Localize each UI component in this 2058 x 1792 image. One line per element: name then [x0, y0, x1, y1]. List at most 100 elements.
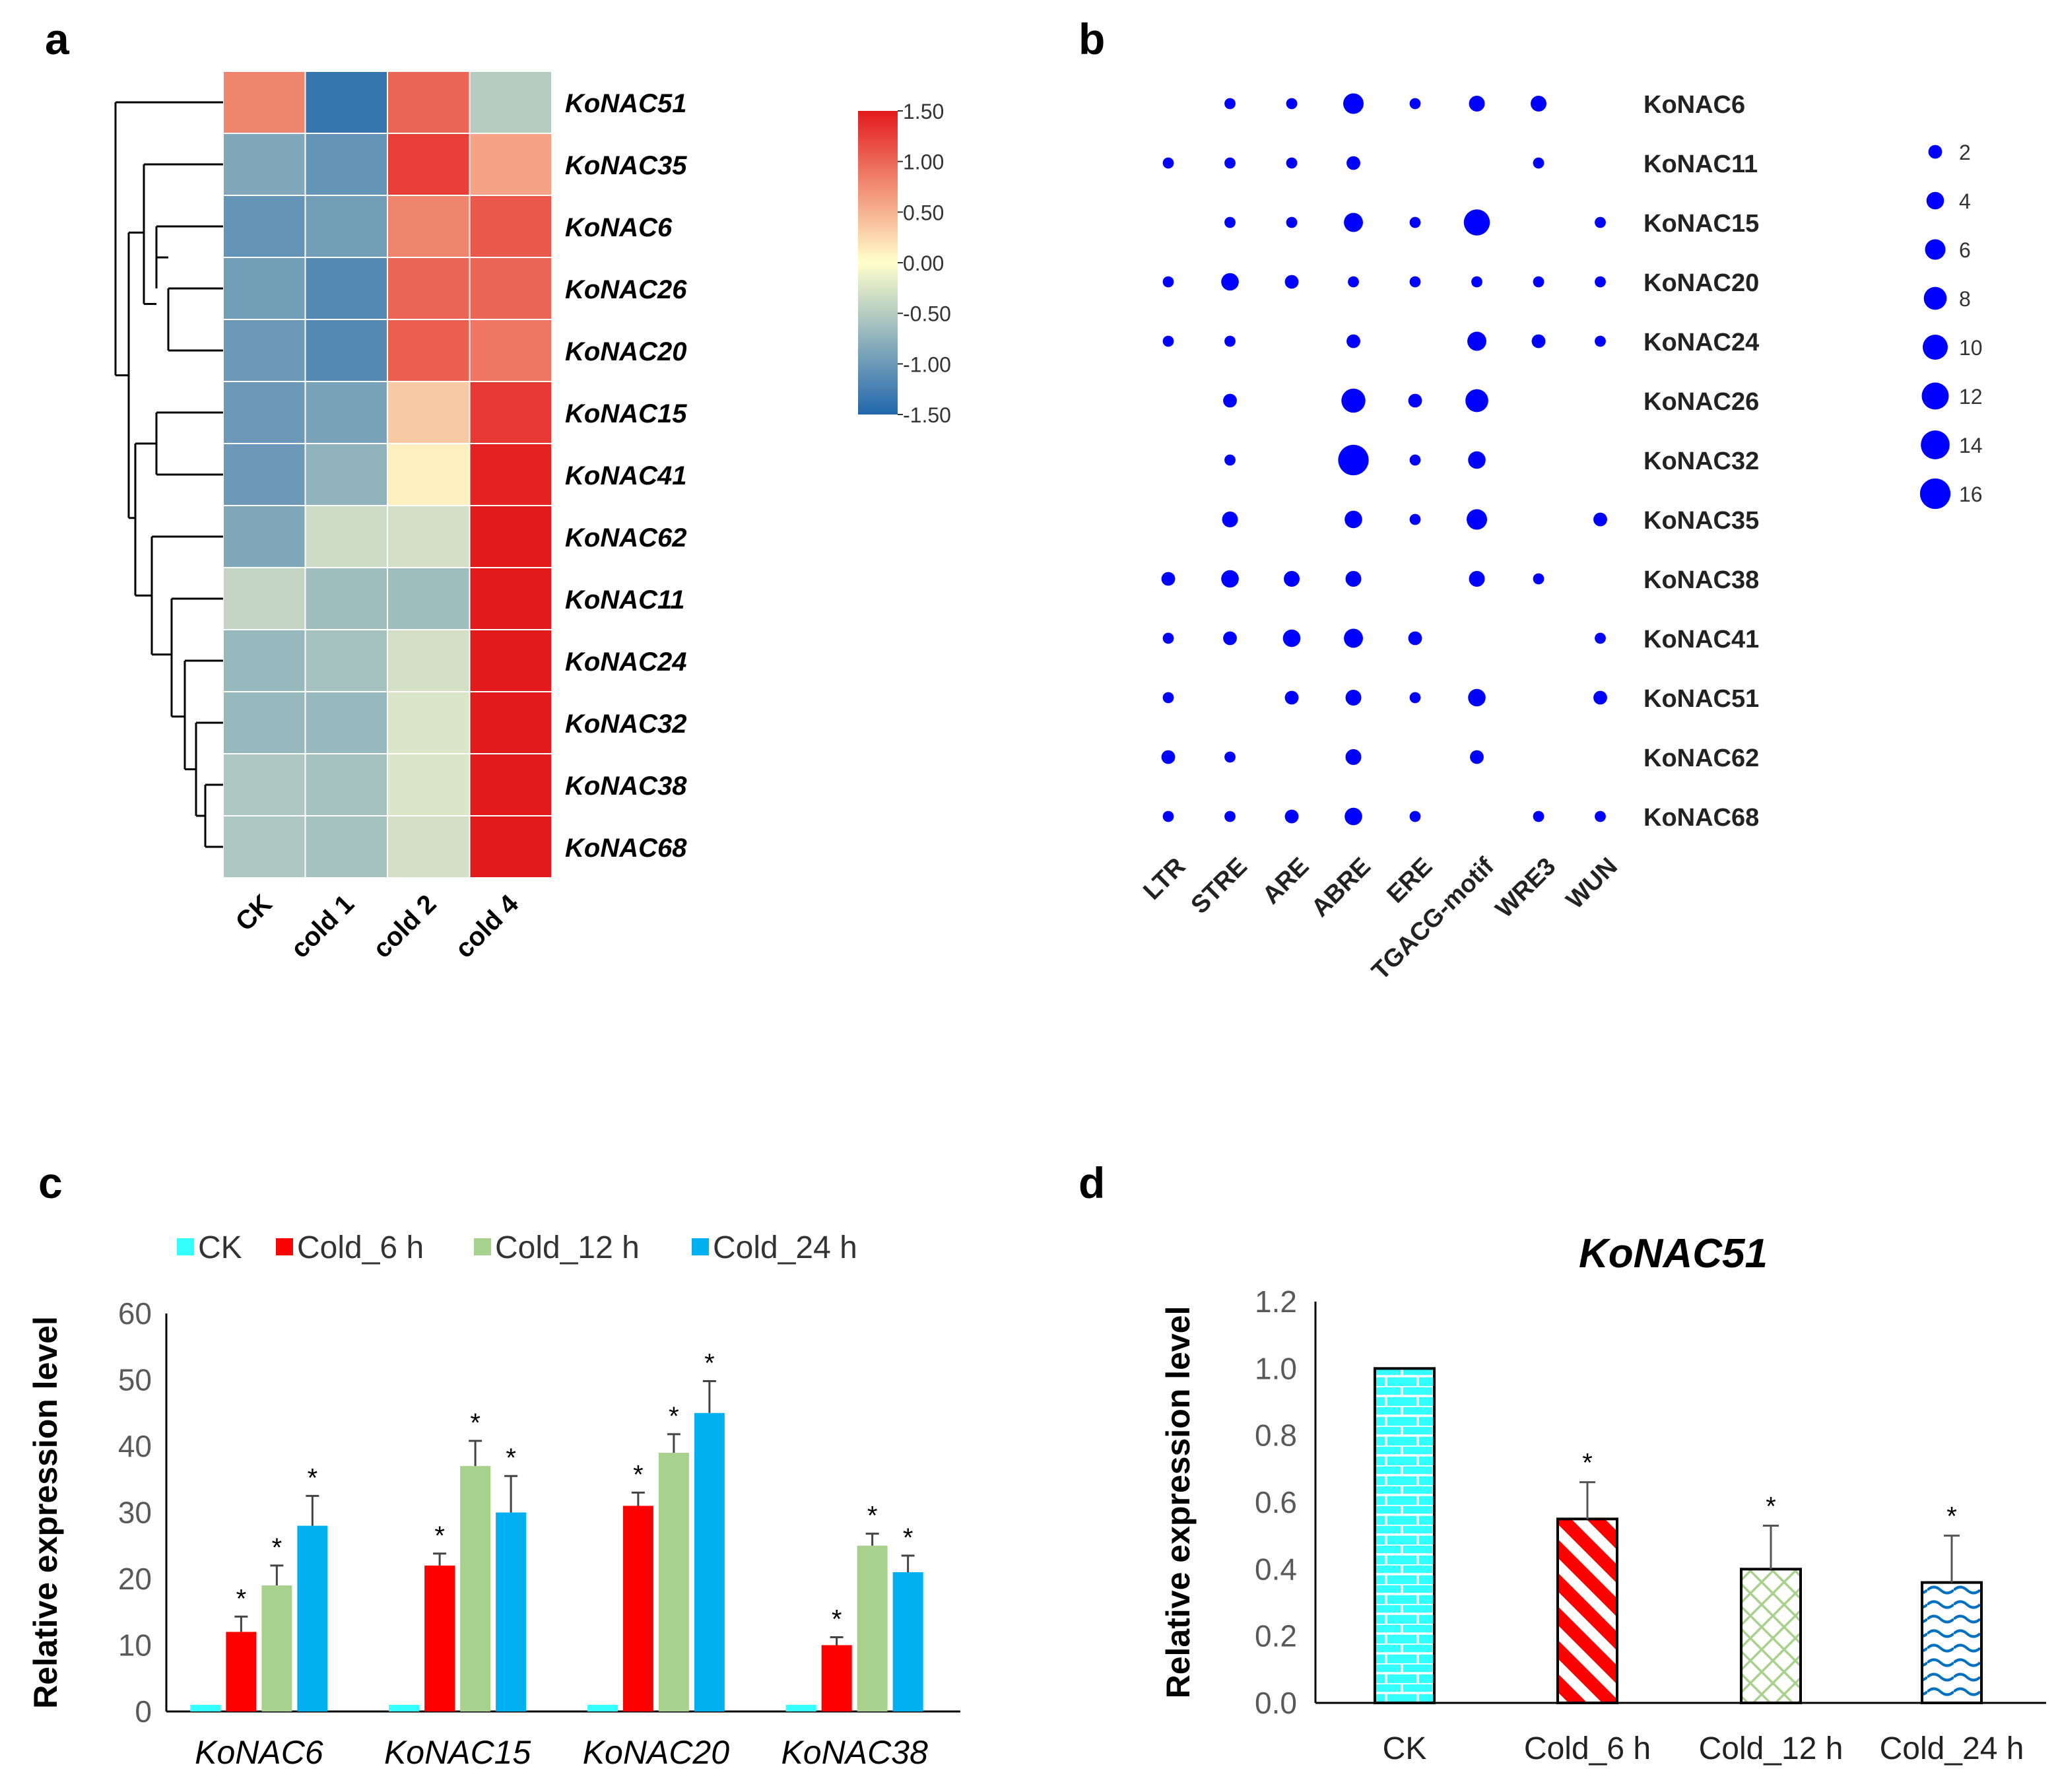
- bubble-konac24-tgacg-motif: [1467, 331, 1486, 351]
- bubble-konac38-wre3: [1533, 573, 1544, 585]
- bubble-konac68-are: [1284, 809, 1299, 824]
- bubble-konac41-ltr: [1162, 632, 1174, 644]
- x-tick-label-cold-12-h: Cold_12 h: [1699, 1731, 1843, 1766]
- legend-bubble-14: [1921, 430, 1950, 459]
- row-label-konac26: KoNAC26: [1643, 388, 1759, 416]
- bubble-konac6-are: [1286, 98, 1298, 110]
- y-tick-label-40: 40: [118, 1429, 152, 1463]
- legend-label-8: 8: [1959, 287, 1971, 311]
- row-label-konac6: KoNAC6: [565, 213, 673, 242]
- bubble-konac20-ltr: [1162, 276, 1174, 288]
- row-label-konac24: KoNAC24: [1643, 329, 1759, 356]
- colorbar-tick-label-6: -1.50: [903, 403, 951, 427]
- panel-d-bar-chart: 0.0 0.2 0.4 0.6 0.8 1.0 1.2 Relative expression…: [1160, 1231, 2046, 1766]
- bubble-konac62-stre: [1224, 751, 1236, 763]
- row-label-konac15: KoNAC15: [1643, 210, 1759, 238]
- row-label-konac51: KoNAC51: [565, 89, 686, 118]
- bar-cold-6-h: [1556, 1517, 1618, 1704]
- bubble-konac62-ltr: [1161, 750, 1176, 764]
- error-bar-konac6-cold-6-h: [234, 1615, 248, 1632]
- bar-konac38-ck: [785, 1704, 816, 1711]
- bubble-konac38-tgacg-motif: [1469, 571, 1485, 587]
- heatmap-cell-konac32-ck: [222, 691, 306, 754]
- row-label-konac26: KoNAC26: [565, 275, 687, 304]
- x-tick-label-konac15: KoNAC15: [384, 1734, 531, 1771]
- sig-marker-konac38-cold-24-h: *: [903, 1523, 913, 1552]
- x-tick-label-konac6: KoNAC6: [195, 1734, 323, 1771]
- colorbar: [858, 111, 898, 415]
- bubble-konac38-are: [1284, 571, 1300, 587]
- colorbar-tick-label-4: -0.50: [903, 302, 951, 326]
- y-tick-label-0-4: 0.4: [1255, 1552, 1297, 1586]
- error-bar-konac15-cold-6-h: [433, 1552, 447, 1566]
- bubble-konac35-abre: [1344, 510, 1362, 529]
- legend-swatch-cold-24-h: [692, 1238, 709, 1255]
- bubble-konac26-tgacg-motif: [1465, 389, 1488, 413]
- bubble-konac6-abre: [1343, 93, 1364, 114]
- bubble-konac24-wre3: [1531, 334, 1546, 348]
- bubble-konac20-are: [1284, 275, 1299, 289]
- legend-swatch-cold-12-h: [474, 1238, 491, 1255]
- y-tick-label-10: 10: [118, 1628, 152, 1663]
- error-bar-cold-12-h: [1763, 1524, 1779, 1570]
- y-tick-label-30: 30: [118, 1496, 152, 1530]
- bubble-konac15-are: [1286, 216, 1298, 228]
- bubble-konac51-ltr: [1162, 692, 1174, 704]
- heatmap-cell-konac38-ck: [222, 753, 306, 816]
- sig-marker-konac15-cold-24-h: *: [506, 1444, 516, 1473]
- row-label-konac20: KoNAC20: [1643, 269, 1759, 297]
- sig-marker-konac20-cold-12-h: *: [669, 1402, 679, 1431]
- bubble-konac32-tgacg-motif: [1468, 451, 1486, 469]
- bar-konac20-cold-24-h: [694, 1412, 725, 1711]
- bubble-konac20-ere: [1409, 276, 1421, 288]
- col-label-abre: ABRE: [1306, 853, 1376, 923]
- legend-bubble-10: [1923, 335, 1948, 360]
- bubble-konac20-tgacg-motif: [1471, 276, 1482, 288]
- row-label-konac32: KoNAC32: [565, 710, 686, 739]
- error-bar-konac6-cold-24-h: [306, 1494, 319, 1526]
- row-label-konac38: KoNAC38: [1643, 566, 1759, 594]
- bubble-konac15-abre: [1344, 213, 1363, 232]
- x-tick-label-ck: CK: [1383, 1731, 1427, 1766]
- bubble-konac11-ltr: [1162, 157, 1174, 169]
- heatmap-cell-konac11-ck: [222, 567, 306, 630]
- legend-label-ck: CK: [198, 1230, 242, 1265]
- row-label-konac51: KoNAC51: [1643, 685, 1759, 713]
- bubble-konac38-ltr: [1161, 572, 1176, 586]
- bubble-konac38-abre: [1345, 571, 1362, 587]
- row-label-konac38: KoNAC38: [565, 772, 687, 801]
- bubble-konac41-wun: [1595, 632, 1606, 644]
- bar-konac6-ck: [190, 1704, 221, 1711]
- heatmap-cell-konac20-cold-4: [469, 319, 552, 382]
- heatmap-cell-konac11-cold-4: [469, 567, 552, 630]
- bubble-konac11-are: [1286, 157, 1298, 169]
- bubble-konac6-ere: [1409, 98, 1421, 110]
- bubble-konac51-are: [1284, 690, 1299, 705]
- heatmap-cell-konac62-cold-4: [469, 505, 552, 568]
- bubble-konac20-wun: [1595, 276, 1606, 288]
- bubble-konac68-ltr: [1162, 811, 1174, 822]
- bubble-konac11-abre: [1346, 156, 1360, 170]
- bubble-konac20-wre3: [1533, 276, 1544, 288]
- bubble-konac41-are: [1282, 629, 1301, 647]
- sig-marker-konac15-cold-6-h: *: [434, 1521, 445, 1550]
- legend-label-6: 6: [1959, 238, 1971, 262]
- heatmap-cell-konac32-cold-2: [387, 691, 471, 754]
- bubble-konac41-stre: [1223, 631, 1237, 646]
- bar-konac15-cold-24-h: [496, 1512, 527, 1711]
- bubble-konac15-ere: [1409, 216, 1421, 228]
- sig-marker-cold-24-h: *: [1946, 1502, 1957, 1531]
- bar-konac15-cold-12-h: [460, 1466, 491, 1711]
- heatmap-cell-konac20-cold-1: [304, 319, 388, 382]
- heatmap-cell-konac24-cold-1: [304, 629, 388, 692]
- bubble-konac24-abre: [1346, 334, 1360, 348]
- bubble-konac51-ere: [1409, 692, 1421, 704]
- col-label-ltr: LTR: [1138, 853, 1191, 906]
- heatmap-cell-konac15-cold-1: [304, 381, 388, 444]
- panel-label-b: b: [1079, 15, 1105, 63]
- legend-label-10: 10: [1959, 336, 1983, 360]
- legend-label-cold-12-h: Cold_12 h: [495, 1230, 640, 1265]
- panel-b-bubble-chart: KoNAC6 KoNAC11 KoNAC15 KoNAC20 KoNAC24 KoNAC2…: [1138, 91, 1982, 985]
- bar-ck: [1374, 1367, 1436, 1704]
